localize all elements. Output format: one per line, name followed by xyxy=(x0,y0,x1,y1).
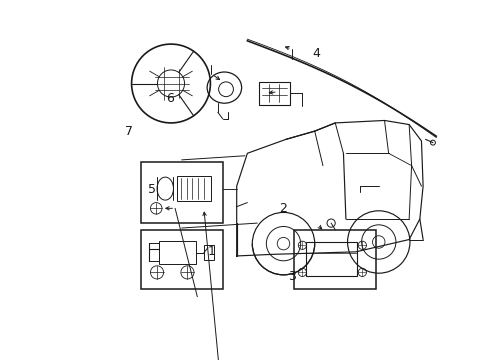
Text: 3: 3 xyxy=(287,270,295,283)
Bar xyxy=(141,230,222,289)
Text: 1: 1 xyxy=(207,245,215,258)
Text: 2: 2 xyxy=(278,202,286,215)
Bar xyxy=(306,242,357,276)
Bar xyxy=(176,176,211,201)
Bar xyxy=(203,245,213,260)
Text: 6: 6 xyxy=(166,93,174,105)
Text: 4: 4 xyxy=(312,47,320,60)
Bar xyxy=(294,230,376,289)
Text: 5: 5 xyxy=(148,183,156,195)
Bar xyxy=(258,82,289,105)
Text: 7: 7 xyxy=(125,125,133,138)
Bar xyxy=(141,162,222,223)
Bar xyxy=(159,241,195,264)
